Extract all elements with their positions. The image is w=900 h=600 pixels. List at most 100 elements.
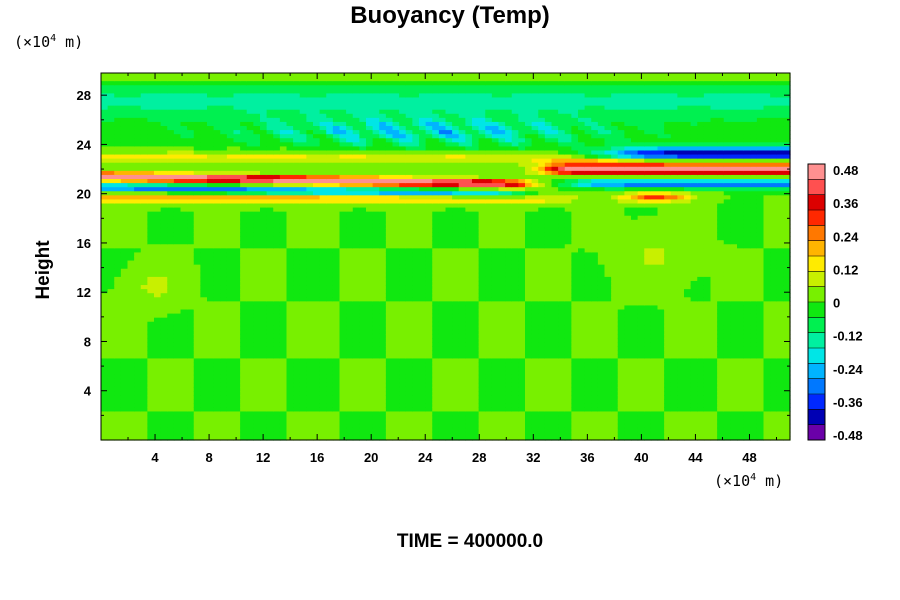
heatmap-cell [260,362,268,368]
heatmap-cell [392,301,400,307]
heatmap-cell [438,150,447,156]
heatmap-cell [465,179,473,184]
heatmap-cell [339,276,347,282]
heatmap-cell [240,395,248,400]
heatmap-cell [299,325,307,331]
heatmap-cell [319,297,327,302]
heatmap-cell [253,431,261,437]
heatmap-cell [273,280,281,286]
heatmap-cell [173,309,182,315]
heatmap-cell [140,382,148,388]
heatmap-cell [372,407,380,413]
heatmap-cell [352,85,360,90]
heatmap-cell [193,276,201,282]
heatmap-cell [452,391,460,396]
heatmap-cell [120,293,129,298]
heatmap-cell [279,419,288,425]
heatmap-cell [299,272,307,278]
heatmap-cell [207,342,215,347]
heatmap-cell [379,366,387,372]
heatmap-cell [246,207,254,213]
heatmap-cell [207,121,215,127]
heatmap-cell [379,117,387,123]
heatmap-cell [187,191,195,196]
heatmap-cell [147,386,155,392]
heatmap-cell [213,285,221,290]
heatmap-cell [266,342,274,347]
heatmap-cell [425,342,433,347]
heatmap-cell [438,435,447,441]
heatmap-cell [452,223,460,229]
heatmap-cell [392,85,400,90]
heatmap-cell [173,431,182,437]
heatmap-cell [233,370,241,376]
heatmap-cell [147,268,155,274]
heatmap-cell [432,325,440,331]
heatmap-cell [120,395,129,400]
heatmap-cell [392,252,400,258]
heatmap-cell [226,289,235,294]
heatmap-cell [134,207,142,213]
heatmap-cell [134,260,142,266]
heatmap-cell [379,374,387,380]
heatmap-cell [107,256,115,262]
heatmap-cell [339,146,347,152]
heatmap-cell [339,325,347,331]
heatmap-cell [180,89,188,94]
heatmap-cell [240,236,248,241]
heatmap-cell [419,399,427,404]
heatmap-cell [385,391,394,396]
heatmap-cell [246,150,254,156]
heatmap-cell [200,272,208,278]
heatmap-cell [319,219,327,225]
heatmap-cell [140,407,148,413]
heatmap-cell [226,134,235,139]
heatmap-cell [438,97,447,103]
heatmap-cell [339,81,347,86]
heatmap-cell [405,215,413,221]
heatmap-cell [306,73,314,78]
heatmap-cell [273,146,281,152]
heatmap-cell [385,81,394,86]
heatmap-cell [445,170,453,176]
heatmap-cell [160,382,168,388]
heatmap-cell [405,93,413,99]
heatmap-cell [465,121,473,127]
heatmap-cell [266,346,274,351]
heatmap-cell [286,264,294,270]
heatmap-cell [240,260,248,266]
heatmap-cell [260,183,268,188]
heatmap-cell [326,81,334,86]
heatmap-cell [458,240,466,245]
heatmap-cell [180,121,188,127]
heatmap-cell [147,419,155,425]
heatmap-cell [425,374,433,380]
heatmap-cell [193,215,201,221]
heatmap-cell [147,191,155,196]
heatmap-cell [167,134,175,139]
heatmap-cell [154,73,162,78]
heatmap-cell [405,411,413,417]
heatmap-cell [193,134,201,139]
heatmap-cell [306,170,314,176]
heatmap-cell [313,285,321,290]
heatmap-cell [213,395,221,400]
heatmap-cell [173,121,182,127]
heatmap-cell [352,260,360,266]
heatmap-cell [293,207,301,213]
heatmap-cell [160,301,168,307]
heatmap-cell [366,219,374,225]
heatmap-cell [160,97,168,103]
heatmap-cell [101,199,109,205]
heatmap-cell [372,362,380,368]
heatmap-cell [425,97,433,103]
heatmap-cell [173,174,182,180]
heatmap-cell [405,403,413,408]
heatmap-cell [352,138,360,143]
heatmap-cell [299,260,307,266]
heatmap-cell [154,113,162,119]
heatmap-cell [326,232,334,237]
heatmap-cell [246,219,254,225]
heatmap-cell [167,354,175,360]
heatmap-cell [385,191,394,196]
